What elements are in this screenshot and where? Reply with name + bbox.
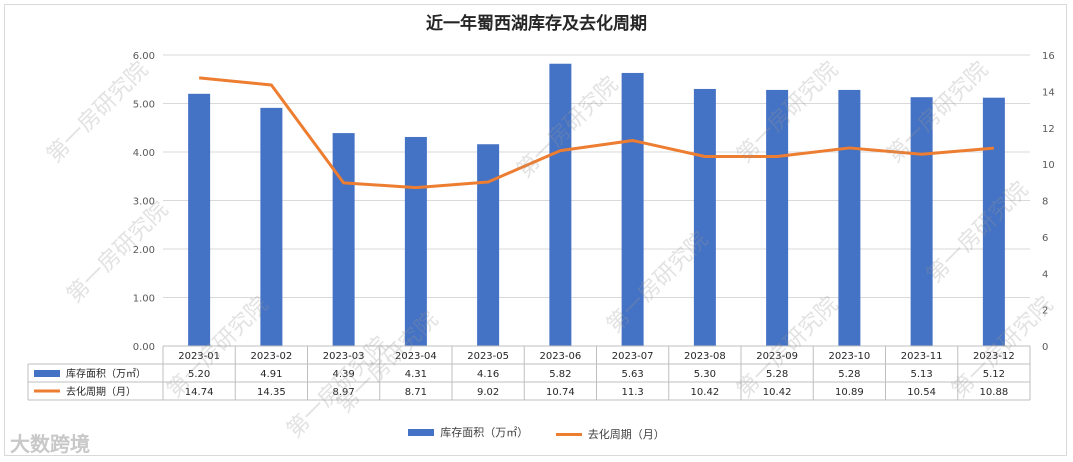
table-series-name: 去化周期（月） <box>66 385 136 398</box>
x-tick-label: 2023-07 <box>612 351 654 362</box>
legend-label-inventory: 库存面积（万㎡） <box>440 426 529 439</box>
data-label: 14.74 <box>185 387 214 398</box>
legend-label-cycle: 去化周期（月） <box>587 428 665 441</box>
x-tick-label: 2023-05 <box>467 351 509 362</box>
y-left-tick-label: 2.00 <box>133 245 155 256</box>
y-left-tick-label: 0.00 <box>133 342 155 353</box>
data-label: 11.3 <box>621 387 643 398</box>
y-right-tick-label: 14 <box>1042 87 1055 98</box>
brand-logo-text: 大数跨境 <box>10 432 90 456</box>
bar <box>477 144 500 346</box>
data-label: 4.39 <box>332 369 354 380</box>
y-right-tick-label: 8 <box>1042 197 1048 208</box>
data-label: 5.12 <box>983 369 1005 380</box>
table-legend-swatch-bar <box>34 370 60 377</box>
y-left-tick-label: 5.00 <box>133 100 155 111</box>
data-label: 4.16 <box>477 369 499 380</box>
legend-swatch-line <box>555 432 582 436</box>
bar <box>982 97 1005 347</box>
data-label: 10.54 <box>907 387 936 398</box>
series-line <box>198 76 995 190</box>
y-right-tick-label: 2 <box>1042 306 1048 317</box>
bar <box>621 72 644 346</box>
y-right-tick-label: 16 <box>1042 51 1055 62</box>
x-tick-label: 2023-02 <box>250 351 292 362</box>
x-tick-label: 2023-04 <box>395 351 437 362</box>
data-label: 9.02 <box>477 387 499 398</box>
data-label: 10.88 <box>980 387 1009 398</box>
data-label: 5.20 <box>188 369 210 380</box>
x-tick-label: 2023-08 <box>684 351 726 362</box>
data-label: 10.89 <box>835 387 864 398</box>
x-tick-label: 2023-06 <box>539 351 581 362</box>
y-right-tick-label: 12 <box>1042 124 1055 135</box>
x-tick-label: 2023-12 <box>973 351 1015 362</box>
data-label: 10.74 <box>546 387 575 398</box>
legend-item-inventory: 库存面积（万㎡） <box>408 424 528 440</box>
data-label: 5.13 <box>910 369 932 380</box>
y-left-tick-label: 6.00 <box>133 51 155 62</box>
data-label: 5.30 <box>694 369 716 380</box>
data-label: 8.97 <box>332 387 354 398</box>
bar <box>404 136 427 346</box>
bar <box>838 89 861 347</box>
data-label: 5.82 <box>549 369 571 380</box>
y-left-tick-label: 1.00 <box>133 294 155 305</box>
legend-swatch-bar <box>408 428 435 436</box>
x-tick-label: 2023-10 <box>828 351 870 362</box>
y-right-tick-label: 6 <box>1042 233 1048 244</box>
data-label: 10.42 <box>691 387 720 398</box>
y-left-tick-label: 4.00 <box>133 148 155 159</box>
bar <box>693 88 716 346</box>
data-label: 8.71 <box>405 387 427 398</box>
y-right-tick-label: 0 <box>1042 342 1048 353</box>
bar <box>188 93 211 346</box>
data-label: 14.35 <box>257 387 286 398</box>
data-label: 4.91 <box>260 369 282 380</box>
data-label: 10.42 <box>763 387 792 398</box>
data-label: 5.28 <box>766 369 788 380</box>
data-label: 5.63 <box>621 369 643 380</box>
table-series-name: 库存面积（万㎡） <box>66 367 146 380</box>
bar <box>766 89 789 347</box>
y-right-tick-label: 4 <box>1042 269 1048 280</box>
x-tick-label: 2023-11 <box>901 351 943 362</box>
x-tick-label: 2023-09 <box>756 351 798 362</box>
bar <box>910 97 933 346</box>
bar <box>332 133 355 346</box>
data-label: 5.28 <box>838 369 860 380</box>
y-left-tick-label: 3.00 <box>133 197 155 208</box>
chart-title: 近一年蜀西湖库存及去化周期 <box>426 14 647 34</box>
y-right-tick-label: 10 <box>1042 160 1055 171</box>
x-tick-label: 2023-01 <box>178 351 220 362</box>
bar <box>549 63 572 346</box>
bar <box>260 107 283 347</box>
chart-legend: 库存面积（万㎡） 去化周期（月） <box>0 424 1073 442</box>
data-label: 4.31 <box>405 369 427 380</box>
x-tick-label: 2023-03 <box>323 351 365 362</box>
legend-item-cycle: 去化周期（月） <box>555 426 665 442</box>
chart-frame <box>4 4 1067 456</box>
